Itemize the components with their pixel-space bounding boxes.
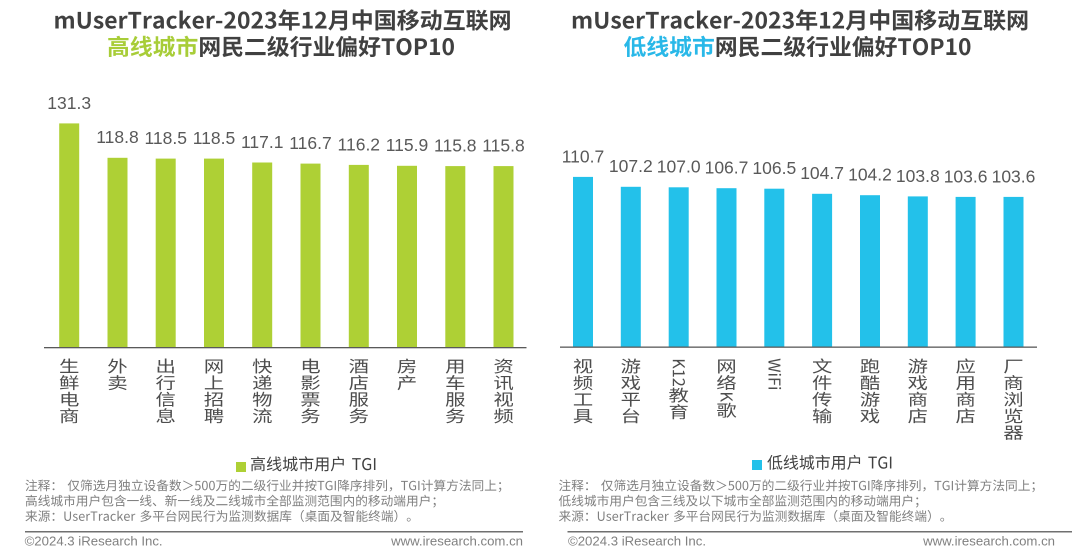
svg-text:106.5: 106.5 xyxy=(752,158,796,178)
svg-text:118.5: 118.5 xyxy=(193,128,236,148)
svg-text:116.2: 116.2 xyxy=(338,134,381,154)
svg-text:115.8: 115.8 xyxy=(434,136,477,156)
svg-text:115.9: 115.9 xyxy=(386,135,429,155)
svg-text:110.7: 110.7 xyxy=(562,146,605,166)
svg-text:118.8: 118.8 xyxy=(96,127,139,147)
svg-text:104.7: 104.7 xyxy=(800,163,844,183)
svg-text:103.6: 103.6 xyxy=(944,166,988,186)
svg-text:©2024.3 iResearch Inc.: ©2024.3 iResearch Inc. xyxy=(568,534,706,549)
svg-text:117.1: 117.1 xyxy=(241,132,284,152)
svg-text:118.5: 118.5 xyxy=(144,128,187,148)
svg-text:106.7: 106.7 xyxy=(705,158,749,178)
svg-text:103.6: 103.6 xyxy=(992,166,1036,186)
svg-text:115.8: 115.8 xyxy=(482,136,525,156)
svg-text:www.iresearch.com.cn: www.iresearch.com.cn xyxy=(922,534,1055,549)
svg-text:116.7: 116.7 xyxy=(289,133,332,153)
svg-text:131.3: 131.3 xyxy=(47,93,91,113)
svg-text:©2024.3 iResearch Inc.: ©2024.3 iResearch Inc. xyxy=(25,534,163,549)
svg-text:107.0: 107.0 xyxy=(657,157,701,177)
svg-text:107.2: 107.2 xyxy=(609,156,653,176)
svg-text:www.iresearch.com.cn: www.iresearch.com.cn xyxy=(390,534,523,549)
svg-text:104.2: 104.2 xyxy=(848,165,892,185)
svg-text:103.8: 103.8 xyxy=(896,166,940,186)
